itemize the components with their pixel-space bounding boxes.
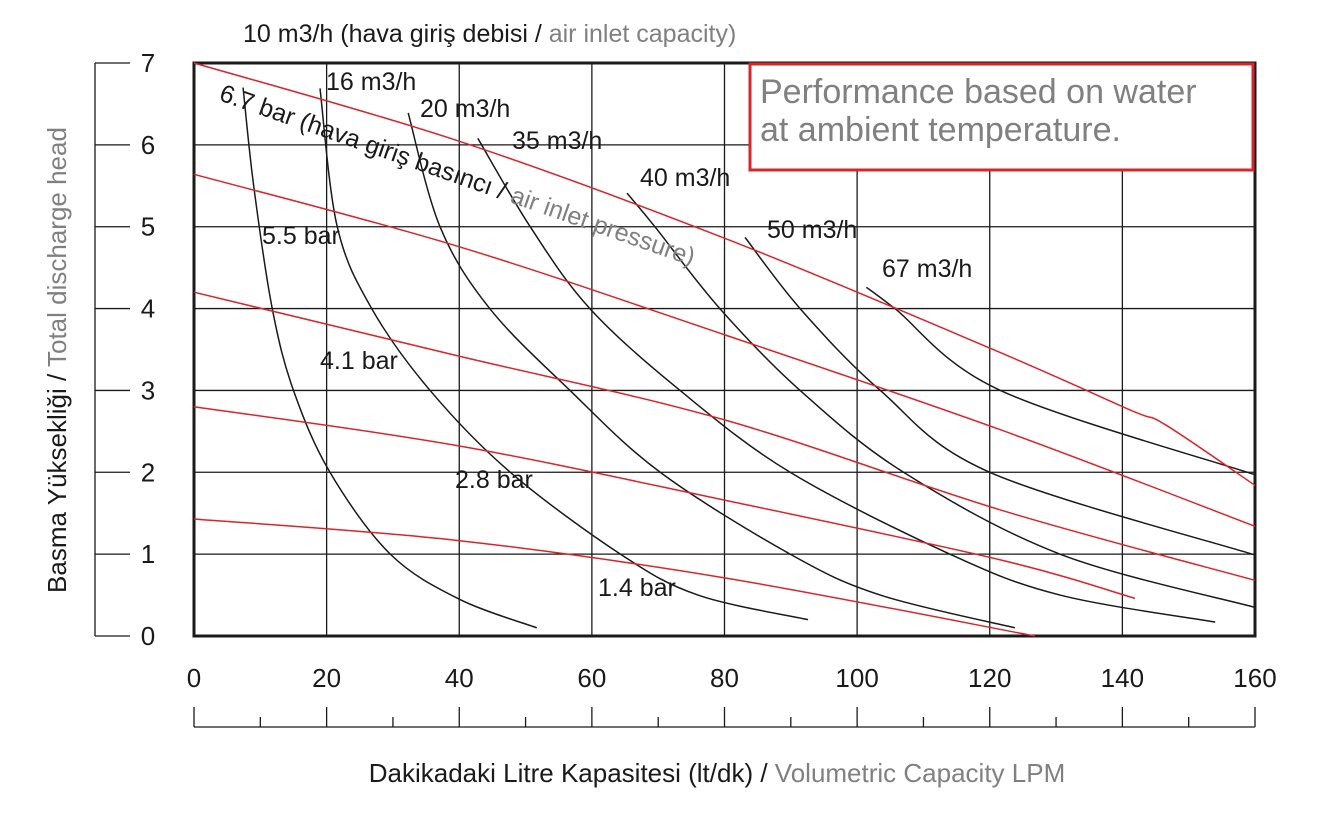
x-axis-title-part: Dakikadaki Litre Kapasitesi (lt/dk) / xyxy=(369,758,775,788)
y-tick-label: 0 xyxy=(141,621,155,651)
curve xyxy=(865,286,1256,476)
top-label-part: (hava giriş debisi / xyxy=(333,20,548,48)
y-tick-label: 3 xyxy=(141,375,155,405)
y-tick-label: 1 xyxy=(141,539,155,569)
curve xyxy=(193,291,1256,582)
curve xyxy=(193,406,1136,600)
curve-label: 1.4 bar xyxy=(598,574,676,602)
y-tick-label: 6 xyxy=(141,130,155,160)
y-tick-label: 5 xyxy=(141,212,155,242)
x-tick-label: 100 xyxy=(835,663,878,693)
x-tick-label: 140 xyxy=(1101,663,1144,693)
x-tick-label: 80 xyxy=(710,663,739,693)
curve xyxy=(193,173,1256,528)
x-axis-title-part: Volumetric Capacity LPM xyxy=(775,758,1065,788)
x-tick-label: 20 xyxy=(312,663,341,693)
curve xyxy=(193,62,1256,487)
x-tick-label: 40 xyxy=(445,663,474,693)
curve xyxy=(193,518,1035,637)
curve-label: 67 m3/h xyxy=(882,255,972,283)
curve xyxy=(242,87,538,629)
curve-label: 16 m3/h xyxy=(326,68,416,96)
curve xyxy=(477,137,1216,623)
curve-label: 20 m3/h xyxy=(420,95,510,123)
y-tick-label: 4 xyxy=(141,294,155,324)
x-axis-title: Dakikadaki Litre Kapasitesi (lt/dk) / Vo… xyxy=(369,758,1066,788)
note-box xyxy=(748,62,1255,172)
plot-frame xyxy=(192,61,1257,638)
curve-label: 5.5 bar xyxy=(262,222,340,250)
y-axis-title-part: Basma Yüksekliği / xyxy=(42,367,72,593)
y-tick-label: 7 xyxy=(141,48,155,78)
curve xyxy=(319,88,809,621)
curve-label: 2.8 bar xyxy=(455,466,533,494)
curve-label: 50 m3/h xyxy=(767,216,857,244)
y-axis-title: Basma Yüksekliği / Total discharge head xyxy=(42,127,72,593)
x-tick-label: 60 xyxy=(577,663,606,693)
y-tick-label: 2 xyxy=(141,457,155,487)
curve xyxy=(407,112,1016,629)
curve xyxy=(744,236,1256,556)
y-axis-title-part: Total discharge head xyxy=(42,127,72,367)
curve xyxy=(626,192,1256,609)
curve-label: 4.1 bar xyxy=(320,347,398,375)
note-line: Performance based on water xyxy=(760,73,1197,111)
series-name: 10 m3/h xyxy=(243,20,333,48)
note-line: at ambient temperature. xyxy=(760,111,1121,149)
x-tick-label: 0 xyxy=(187,663,201,693)
x-tick-label: 160 xyxy=(1233,663,1276,693)
top-label-part: air inlet capacity) xyxy=(549,20,737,48)
curve-label: 35 m3/h xyxy=(512,127,602,155)
top-label: 10 m3/h (hava giriş debisi / air inlet c… xyxy=(243,20,736,48)
x-tick-label: 120 xyxy=(968,663,1011,693)
curve-label: 40 m3/h xyxy=(640,164,730,192)
